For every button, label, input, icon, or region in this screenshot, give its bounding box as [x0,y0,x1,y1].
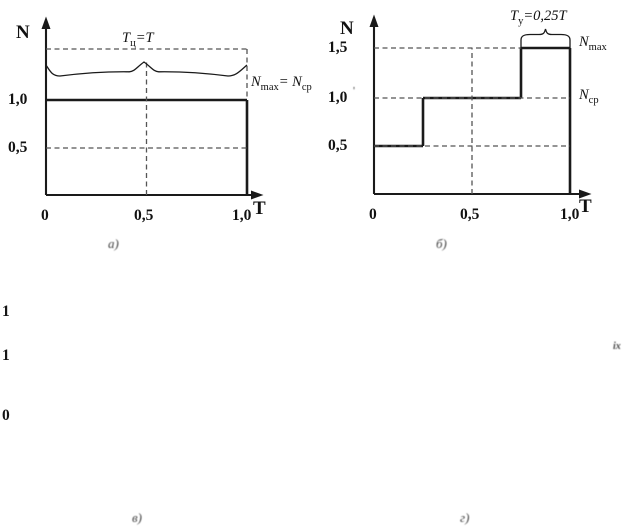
svg-text:T: T [253,198,266,219]
svg-text:а): а) [108,236,119,251]
svg-text:Tц=T: Tц=T [122,30,154,49]
svg-text:Nmax: Nmax [578,34,607,53]
svg-text:0,5: 0,5 [8,139,28,156]
svg-text:1,0: 1,0 [560,206,580,223]
svg-text:0,5: 0,5 [328,137,348,154]
svg-text:N: N [16,22,30,43]
svg-text:1,0: 1,0 [232,207,252,224]
svg-text:N: N [340,18,354,39]
svg-text:б): б) [436,236,447,251]
svg-text:Tу=0,25T: Tу=0,25T [510,8,567,27]
svg-text:Nmax= Nср: Nmax= Nср [250,74,312,93]
svg-text:1,5: 1,5 [328,39,348,56]
svg-text:г): г) [460,510,469,525]
svg-text:іх: іх [613,341,621,352]
svg-text:0: 0 [41,207,49,224]
svg-text:в): в) [132,510,142,525]
svg-text:1,0: 1,0 [328,89,348,106]
svg-text:1,0: 1,0 [8,91,28,108]
svg-text:0,5: 0,5 [460,206,480,223]
svg-text:T: T [579,196,592,217]
svg-text:1: 1 [2,347,10,364]
svg-text:Nср: Nср [578,87,599,106]
svg-text:0: 0 [369,206,377,223]
svg-text:0,5: 0,5 [134,207,154,224]
svg-text:1: 1 [2,303,10,320]
svg-text:': ' [353,85,355,97]
svg-text:0: 0 [2,407,10,424]
